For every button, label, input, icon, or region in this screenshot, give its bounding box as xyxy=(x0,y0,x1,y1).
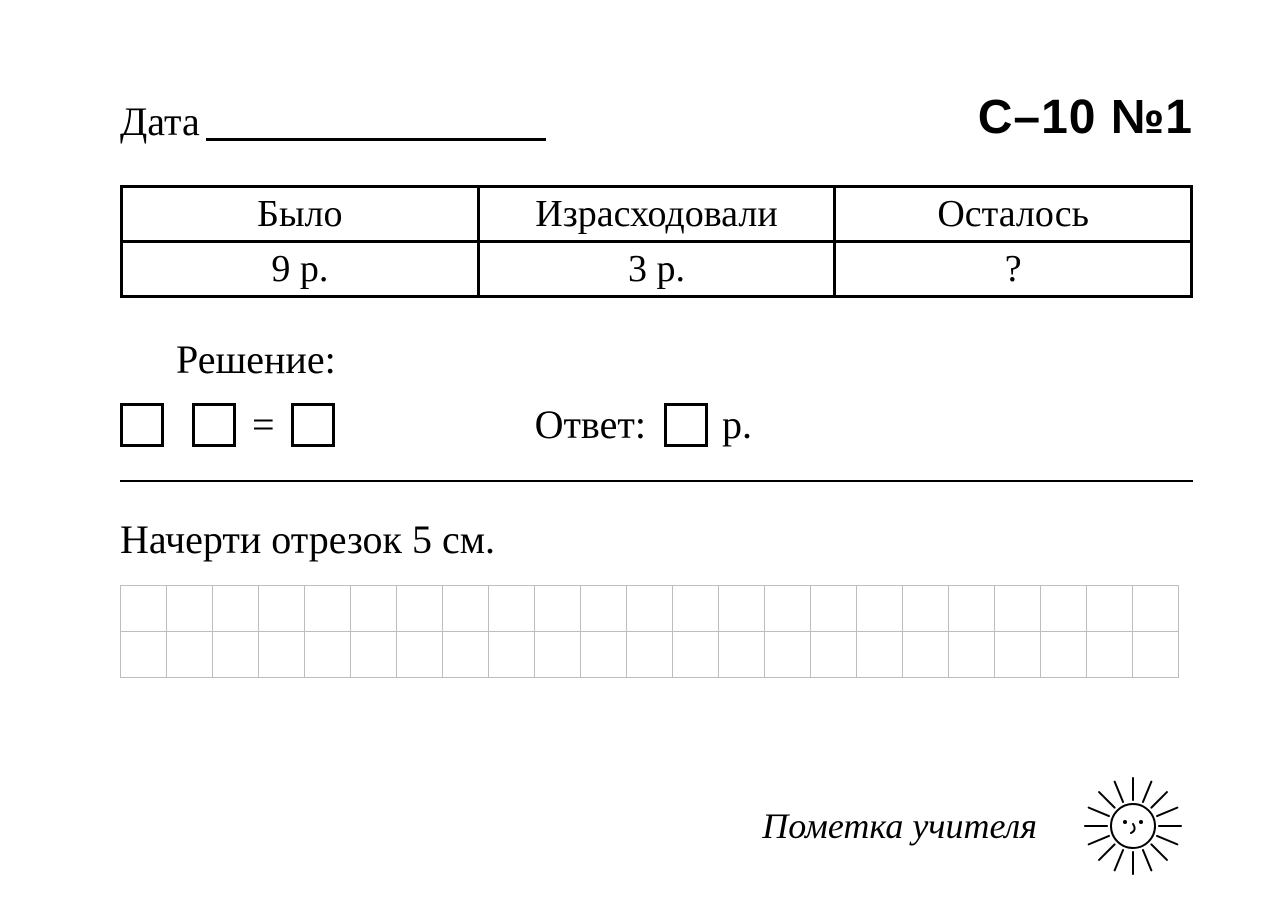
col-header: Израсходовали xyxy=(478,187,835,242)
grid-cell xyxy=(903,632,949,678)
footer: Пометка учителя xyxy=(762,766,1193,886)
date-field: Дата xyxy=(120,98,546,145)
grid-cell xyxy=(949,632,995,678)
operand-box-2[interactable] xyxy=(192,403,236,447)
grid-cell xyxy=(1133,586,1179,632)
sun-icon xyxy=(1073,766,1193,886)
grid-cell xyxy=(719,586,765,632)
grid-cell xyxy=(765,632,811,678)
grid-cell xyxy=(397,632,443,678)
grid-cell xyxy=(489,632,535,678)
grid-cell xyxy=(627,586,673,632)
table-data-row: 9 р. 3 р. ? xyxy=(122,242,1192,297)
col-header: Осталось xyxy=(835,187,1192,242)
result-box[interactable] xyxy=(291,403,335,447)
solution-row: = Ответ: р. xyxy=(120,401,1193,448)
grid-cell xyxy=(995,632,1041,678)
grid-cell xyxy=(1133,632,1179,678)
table-cell: ? xyxy=(835,242,1192,297)
answer-box[interactable] xyxy=(664,403,708,447)
teacher-note-label: Пометка учителя xyxy=(762,805,1037,847)
grid-cell xyxy=(995,586,1041,632)
grid-cell xyxy=(1041,586,1087,632)
draw-segment-label: Начерти отрезок 5 см. xyxy=(120,516,1193,563)
grid-cell xyxy=(857,586,903,632)
answer-unit: р. xyxy=(722,401,752,448)
grid-cell xyxy=(1041,632,1087,678)
graph-paper-grid[interactable] xyxy=(120,585,1179,678)
grid-cell xyxy=(213,586,259,632)
table-header-row: Было Израсходовали Осталось xyxy=(122,187,1192,242)
grid-cell xyxy=(121,632,167,678)
grid-cell xyxy=(535,632,581,678)
grid-cell xyxy=(443,632,489,678)
grid-cell xyxy=(1087,632,1133,678)
grid-cell xyxy=(811,586,857,632)
answer-block: Ответ: р. xyxy=(535,401,752,448)
date-label: Дата xyxy=(120,98,200,145)
grid-cell xyxy=(673,586,719,632)
equation-slots: = xyxy=(120,401,335,448)
grid-cell xyxy=(305,632,351,678)
grid-cell xyxy=(903,586,949,632)
grid-cell xyxy=(857,632,903,678)
grid-cell xyxy=(351,586,397,632)
problem-table: Было Израсходовали Осталось 9 р. 3 р. ? xyxy=(120,185,1193,298)
operand-box-1[interactable] xyxy=(120,403,164,447)
answer-label: Ответ: xyxy=(535,401,646,448)
worksheet-page: Дата С–10 №1 Было Израсходовали Осталось… xyxy=(0,0,1283,916)
col-header: Было xyxy=(122,187,479,242)
date-blank-line[interactable] xyxy=(206,138,546,141)
grid-cell xyxy=(213,632,259,678)
grid-cell xyxy=(627,632,673,678)
grid-cell xyxy=(535,586,581,632)
grid-cell xyxy=(351,632,397,678)
solution-label: Решение: xyxy=(176,336,1193,383)
grid-cell xyxy=(765,586,811,632)
section-divider xyxy=(120,480,1193,482)
grid-cell xyxy=(949,586,995,632)
grid-cell xyxy=(719,632,765,678)
table-cell: 3 р. xyxy=(478,242,835,297)
grid-cell xyxy=(1087,586,1133,632)
grid-cell xyxy=(259,632,305,678)
grid-cell xyxy=(397,586,443,632)
worksheet-id: С–10 №1 xyxy=(978,90,1193,145)
grid-cell xyxy=(443,586,489,632)
grid-cell xyxy=(811,632,857,678)
grid-cell xyxy=(673,632,719,678)
grid-cell xyxy=(489,586,535,632)
table-cell: 9 р. xyxy=(122,242,479,297)
equals-sign: = xyxy=(252,401,275,448)
grid-cell xyxy=(305,586,351,632)
grid-cell xyxy=(167,586,213,632)
grid-cell xyxy=(581,586,627,632)
grid-cell xyxy=(167,632,213,678)
grid-cell xyxy=(121,586,167,632)
header-row: Дата С–10 №1 xyxy=(120,90,1193,145)
grid-cell xyxy=(581,632,627,678)
grid-cell xyxy=(259,586,305,632)
